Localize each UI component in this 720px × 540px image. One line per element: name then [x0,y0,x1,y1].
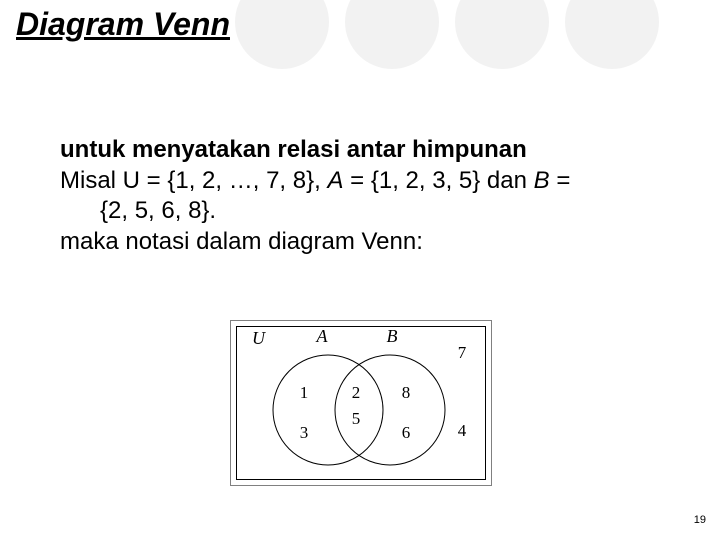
page-number: 19 [694,514,706,526]
venn-element: 7 [458,343,467,362]
body-line: maka notasi dalam diagram Venn: [60,227,680,258]
body-text: untuk menyatakan relasi antar himpunanMi… [60,135,680,258]
venn-element: 4 [458,421,467,440]
venn-element: 5 [352,409,361,428]
decorative-circle [455,0,549,69]
decorative-circle [235,0,329,69]
body-line: {2, 5, 6, 8}. [60,196,680,227]
body-line: Misal U = {1, 2, …, 7, 8}, A = {1, 2, 3,… [60,166,680,197]
venn-element: 1 [300,383,309,402]
venn-element: 8 [402,383,411,402]
venn-svg: A B U 1 3 2 5 8 6 7 4 [230,320,492,486]
venn-universe-label: U [252,328,266,348]
venn-set-label: A [316,326,329,346]
venn-diagram: A B U 1 3 2 5 8 6 7 4 [230,320,492,491]
decorative-circle [565,0,659,69]
venn-element: 3 [300,423,309,442]
decorative-circle [345,0,439,69]
venn-element: 6 [402,423,411,442]
slide-title: Diagram Venn [16,6,230,43]
venn-set-label: B [387,326,398,346]
venn-element: 2 [352,383,361,402]
body-line: untuk menyatakan relasi antar himpunan [60,135,680,166]
